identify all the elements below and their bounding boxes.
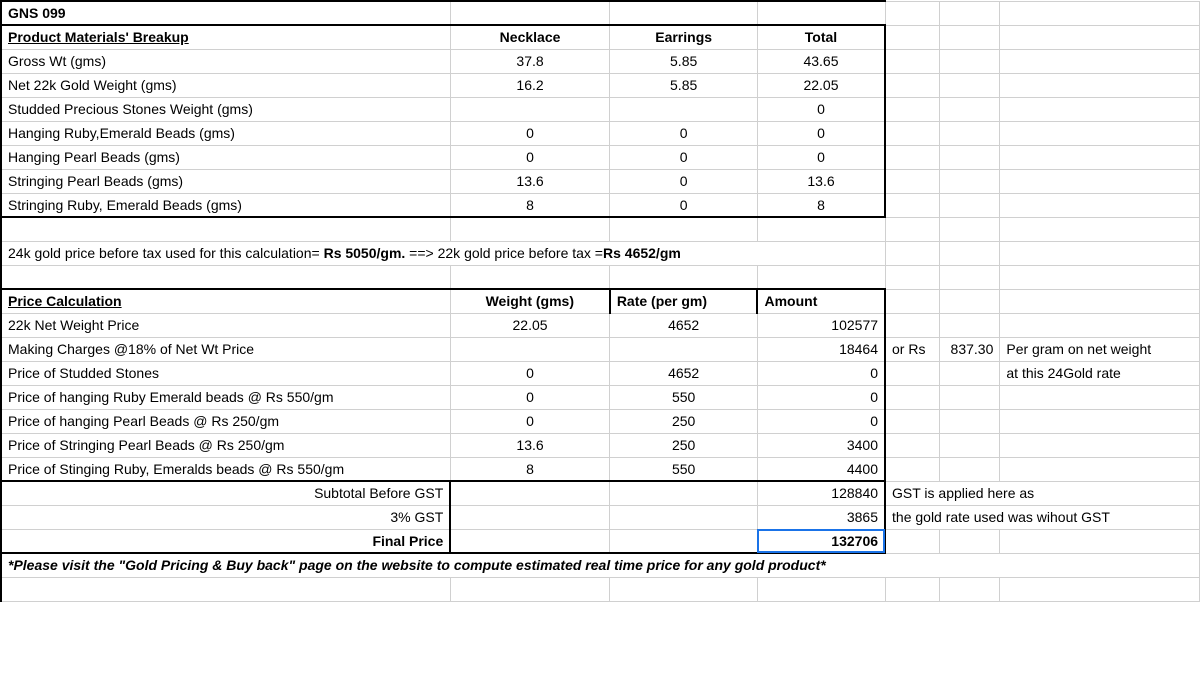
table-row-label: 22k Net Weight Price: [1, 313, 450, 337]
table-cell: 0: [610, 193, 758, 217]
side-note-or: or Rs: [885, 337, 940, 361]
table-cell: 0: [757, 145, 885, 169]
table-cell: 4400: [757, 457, 885, 481]
table-row-label: Price of hanging Ruby Emerald beads @ Rs…: [1, 385, 450, 409]
price-header-amount: Amount: [757, 289, 885, 313]
table-cell: 0: [450, 145, 610, 169]
table-row-label: Stringing Pearl Beads (gms): [1, 169, 450, 193]
subtotal-amount: 128840: [757, 481, 885, 505]
price-header-rate: Rate (per gm): [610, 289, 758, 313]
product-code: GNS 099: [1, 1, 450, 25]
side-note-pergm: Per gram on net weight: [1000, 337, 1200, 361]
table-cell: [610, 97, 758, 121]
table-cell: 0: [757, 121, 885, 145]
table-cell: [610, 337, 758, 361]
final-price-amount[interactable]: 132706: [757, 529, 885, 553]
table-row-label: Studded Precious Stones Weight (gms): [1, 97, 450, 121]
footer-note: *Please visit the "Gold Pricing & Buy ba…: [1, 553, 1200, 577]
gold-price-note: 24k gold price before tax used for this …: [1, 241, 885, 265]
materials-header-label: Product Materials' Breakup: [1, 25, 450, 49]
table-cell: 13.6: [450, 169, 610, 193]
table-cell: 0: [450, 385, 610, 409]
table-cell: 0: [450, 121, 610, 145]
table-cell: 0: [610, 169, 758, 193]
table-cell: 0: [757, 385, 885, 409]
table-cell: 18464: [757, 337, 885, 361]
gst-label: 3% GST: [1, 505, 450, 529]
spreadsheet: GNS 099 Product Materials' Breakup Neckl…: [0, 0, 1200, 602]
side-note-at: at this 24Gold rate: [1000, 361, 1200, 385]
table-cell: 0: [610, 121, 758, 145]
table-cell: 4652: [610, 361, 758, 385]
table-cell: 0: [757, 361, 885, 385]
spreadsheet-grid[interactable]: GNS 099 Product Materials' Breakup Neckl…: [0, 0, 1200, 602]
table-cell: 13.6: [757, 169, 885, 193]
table-cell: 43.65: [757, 49, 885, 73]
table-row-label: Price of hanging Pearl Beads @ Rs 250/gm: [1, 409, 450, 433]
side-note-rate: 837.30: [940, 337, 1000, 361]
table-cell: 0: [757, 97, 885, 121]
gst-amount: 3865: [757, 505, 885, 529]
table-cell: 37.8: [450, 49, 610, 73]
table-cell: 13.6: [450, 433, 610, 457]
table-cell: [450, 97, 610, 121]
table-cell: 250: [610, 433, 758, 457]
table-row-label: Stringing Ruby, Emerald Beads (gms): [1, 193, 450, 217]
table-cell: 0: [450, 409, 610, 433]
table-row-label: Net 22k Gold Weight (gms): [1, 73, 450, 97]
table-row-label: Making Charges @18% of Net Wt Price: [1, 337, 450, 361]
side-note-gst1: GST is applied here as: [885, 481, 1199, 505]
table-cell: 8: [450, 457, 610, 481]
table-row-label: Hanging Pearl Beads (gms): [1, 145, 450, 169]
table-row-label: Price of Stringing Pearl Beads @ Rs 250/…: [1, 433, 450, 457]
materials-header-necklace: Necklace: [450, 25, 610, 49]
table-cell: 550: [610, 385, 758, 409]
table-cell: 550: [610, 457, 758, 481]
table-row-label: Price of Studded Stones: [1, 361, 450, 385]
table-cell: 5.85: [610, 49, 758, 73]
table-cell: 8: [757, 193, 885, 217]
materials-header-total: Total: [757, 25, 885, 49]
table-cell: 22.05: [757, 73, 885, 97]
table-cell: 250: [610, 409, 758, 433]
price-header-weight: Weight (gms): [450, 289, 610, 313]
table-cell: [450, 337, 610, 361]
table-cell: 8: [450, 193, 610, 217]
table-cell: 5.85: [610, 73, 758, 97]
table-cell: 4652: [610, 313, 758, 337]
final-price-label: Final Price: [1, 529, 450, 553]
table-cell: 16.2: [450, 73, 610, 97]
materials-header-earrings: Earrings: [610, 25, 758, 49]
table-cell: 102577: [757, 313, 885, 337]
table-cell: 0: [757, 409, 885, 433]
table-row-label: Price of Stinging Ruby, Emeralds beads @…: [1, 457, 450, 481]
table-cell: 22.05: [450, 313, 610, 337]
table-row-label: Gross Wt (gms): [1, 49, 450, 73]
price-header-label: Price Calculation: [1, 289, 450, 313]
table-row-label: Hanging Ruby,Emerald Beads (gms): [1, 121, 450, 145]
table-cell: 0: [610, 145, 758, 169]
side-note-gst2: the gold rate used was wihout GST: [885, 505, 1199, 529]
subtotal-label: Subtotal Before GST: [1, 481, 450, 505]
table-cell: 0: [450, 361, 610, 385]
table-cell: 3400: [757, 433, 885, 457]
